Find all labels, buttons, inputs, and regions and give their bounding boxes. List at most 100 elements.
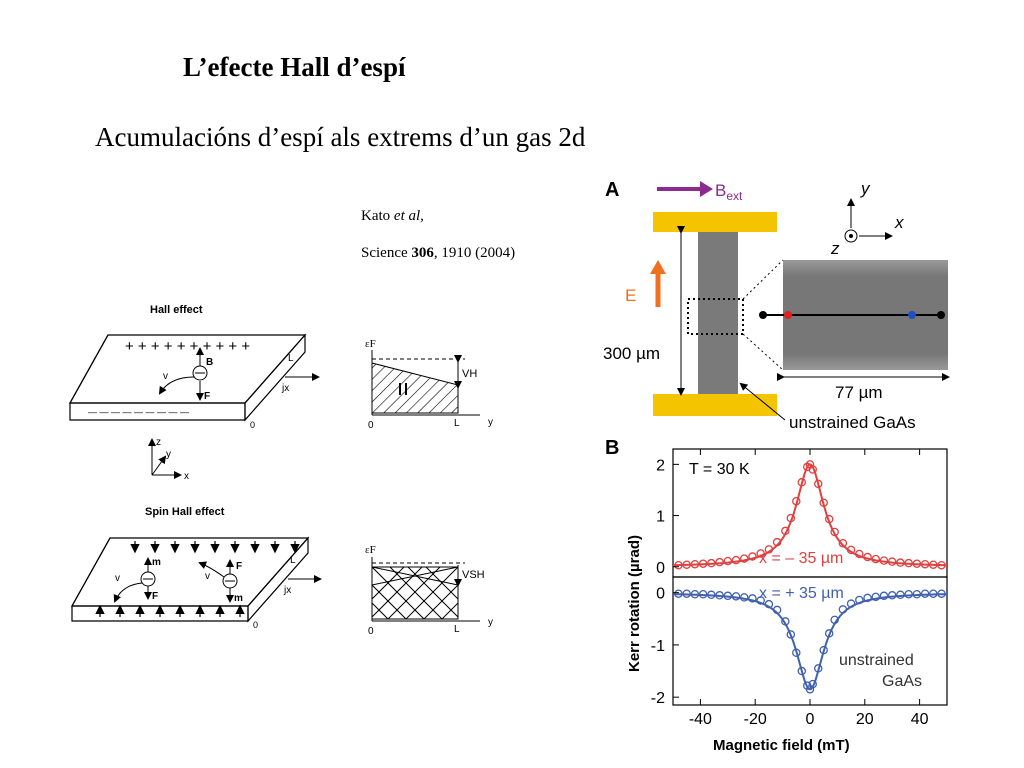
xtick-label: -20 (744, 711, 767, 728)
top-series-point (723, 556, 733, 566)
spinhall-label-0: 0 (253, 620, 258, 630)
citation-author: Kato (361, 208, 394, 224)
red-spot (784, 311, 792, 319)
spinhall-label-f1: F (152, 591, 158, 602)
hall-plot-ef: εF (365, 338, 376, 350)
spinhall-plot-ef: εF (365, 544, 376, 556)
width-label: 77 µm (835, 383, 883, 402)
bottom-series-point (855, 595, 864, 605)
xtick-label: 20 (856, 711, 874, 728)
coord-z-label: z (830, 239, 840, 258)
bottom-series-point (879, 591, 889, 601)
bottom-series-point (871, 592, 881, 602)
top-series-point (715, 557, 724, 567)
hall-label-jx: jx (281, 383, 289, 394)
slide-subtitle: Acumulacións d’espí als extrems d’un gas… (95, 122, 586, 152)
bottom-series-point (813, 664, 823, 673)
bottom-series-marks (672, 589, 948, 694)
bottom-series-ytick-label: -2 (651, 690, 665, 707)
spinhall-spin-arrows (95, 541, 300, 617)
top-series-point (682, 560, 691, 569)
bottom-series-point (904, 589, 913, 599)
hall-slab (68, 333, 307, 422)
spinhall-label-f2: F (236, 561, 242, 572)
hall-label-f: F (204, 391, 210, 402)
top-series-point (786, 513, 796, 523)
top-series-point (824, 514, 834, 524)
top-series-point (830, 527, 839, 537)
top-series-point (838, 538, 848, 548)
citation-journal: Science (361, 245, 412, 261)
top-series-point (739, 554, 749, 563)
top-series-ytick-label: 0 (656, 560, 665, 577)
spinhall-label-v2: v (205, 571, 210, 582)
bottom-series-point (896, 590, 905, 600)
top-series-point (731, 555, 741, 565)
citation-comma: , (420, 208, 424, 224)
contact-bottom (653, 394, 777, 416)
top-series-marks (673, 460, 947, 570)
bottom-series-point (863, 593, 872, 603)
citation-reference: Science 306, 1910 (2004) (361, 245, 515, 262)
bottom-series-point (674, 589, 683, 598)
hall-plot-zero: 0 (368, 420, 374, 431)
spinhall-potential-plot (371, 557, 480, 622)
spinhall-label-m2: m (234, 593, 243, 604)
coord-axes (844, 198, 893, 243)
panel-a-label: A (605, 179, 619, 201)
top-series-point (887, 557, 897, 566)
top-series-point (937, 560, 946, 570)
top-series-point (781, 526, 790, 536)
bottom-series-point (838, 605, 848, 614)
top-series-point (879, 556, 889, 565)
hall-title: Hall effect (150, 304, 203, 316)
top-series-point (912, 559, 922, 568)
top-series-point (797, 478, 807, 487)
material-annotation-2: GaAs (882, 673, 922, 690)
bottom-series-point (739, 593, 749, 602)
top-series-point (929, 560, 938, 569)
material-label: unstrained GaAs (789, 413, 916, 432)
series-bottom-label: x = + 35 µm (759, 585, 844, 602)
spinhall-plot-zero: 0 (368, 626, 374, 637)
top-series-point (772, 537, 782, 547)
hall-label-l: L (288, 353, 294, 364)
bottom-series-point (772, 605, 782, 615)
figure-a: A Bext 300 µm E 77 µm unstrained GaAs y … (603, 179, 950, 432)
length-label: 300 µm (603, 344, 660, 363)
hall-diagrams: Hall effect + + + + + + + + + + — — — — … (68, 304, 493, 637)
material-annotation-1: unstrained (839, 652, 914, 669)
top-series-point (920, 559, 930, 569)
axis-y-label: y (166, 449, 171, 460)
top-series-point (748, 552, 757, 561)
bottom-series-point (723, 591, 733, 601)
top-series-point (863, 552, 872, 562)
bottom-series-point (920, 589, 930, 598)
figure-b-chart: B 2 1 0 0 -1 -2 -40 -20 0 20 40 T = 30 K x = – 35 … (605, 437, 948, 754)
spinhall-title: Spin Hall effect (145, 506, 225, 518)
top-series-point (871, 554, 881, 564)
bottom-series-point (887, 591, 897, 600)
spinhall-plot-l: L (454, 624, 460, 635)
bottom-series-point (786, 630, 796, 639)
bottom-series-point (731, 592, 741, 601)
slide-title: L’efecte Hall d’espí (183, 52, 406, 82)
top-series-point (896, 558, 905, 567)
spinhall-label-v1: v (115, 573, 120, 584)
citation-pages: , 1910 (2004) (433, 245, 516, 261)
top-series-point (819, 498, 828, 508)
coord-x-label: x (894, 213, 904, 232)
top-series-point (808, 465, 817, 474)
axis-x-label: x (184, 471, 189, 482)
spinhall-plot-vsh: VSH (462, 569, 485, 581)
hall-plot-y: y (488, 417, 493, 428)
top-series-point (707, 558, 716, 568)
top-series-point (698, 559, 708, 568)
bottom-series-point (792, 648, 801, 658)
hall-plus-charges: + + + + + + + + + + (125, 338, 250, 355)
top-series-point (764, 545, 774, 554)
top-series-point (846, 545, 856, 555)
gaas-channel (698, 232, 738, 394)
bottom-series-point (781, 617, 790, 626)
spinhall-label-l: L (290, 555, 296, 566)
